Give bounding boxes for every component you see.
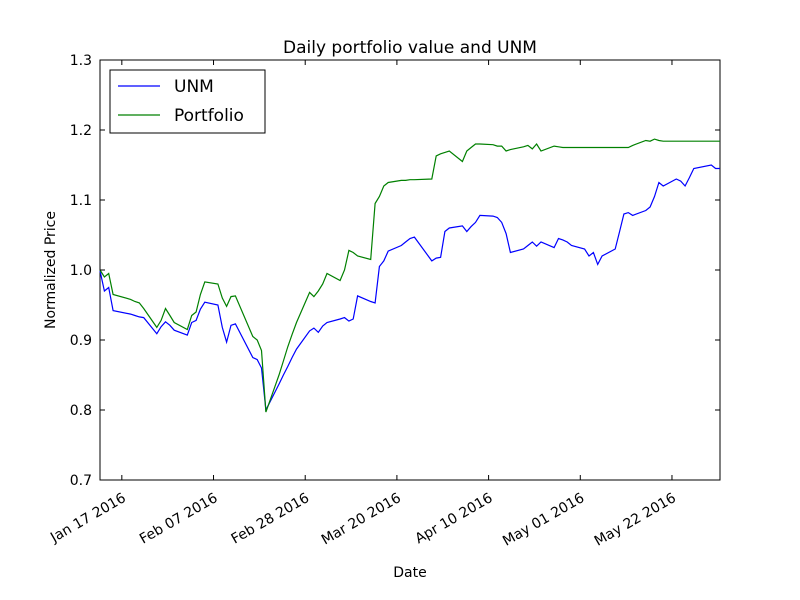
y-tick-label: 0.9	[70, 333, 92, 349]
y-axis-title: Normalized Price	[43, 211, 59, 329]
x-tick-label: Feb 28 2016	[229, 490, 313, 547]
y-tick-label: 1.3	[70, 53, 92, 69]
x-tick-label: May 22 2016	[592, 490, 679, 550]
legend-label-unm: UNM	[174, 77, 214, 97]
y-tick-label: 1.2	[70, 123, 92, 139]
series-line-unm	[99, 164, 720, 413]
legend-label-portfolio: Portfolio	[174, 106, 244, 126]
legend: UNM Portfolio	[109, 69, 266, 134]
x-tick-label: May 01 2016	[500, 490, 587, 550]
y-tick-label: 1.1	[70, 193, 92, 209]
y-tick-label: 1.0	[70, 263, 92, 279]
series-line-portfolio	[99, 138, 720, 413]
x-axis-title: Date	[393, 565, 426, 581]
series-layer	[99, 138, 720, 413]
chart-title: Daily portfolio value and UNM	[283, 38, 537, 58]
legend-box	[109, 69, 266, 134]
x-tick-label: Apr 10 2016	[413, 490, 496, 547]
y-tick-label: 0.8	[70, 403, 92, 419]
x-tick-label: Feb 07 2016	[137, 490, 221, 547]
x-tick-label: Jan 17 2016	[47, 490, 129, 546]
x-tick-label: Mar 20 2016	[319, 490, 404, 548]
y-tick-label: 0.7	[70, 473, 92, 489]
